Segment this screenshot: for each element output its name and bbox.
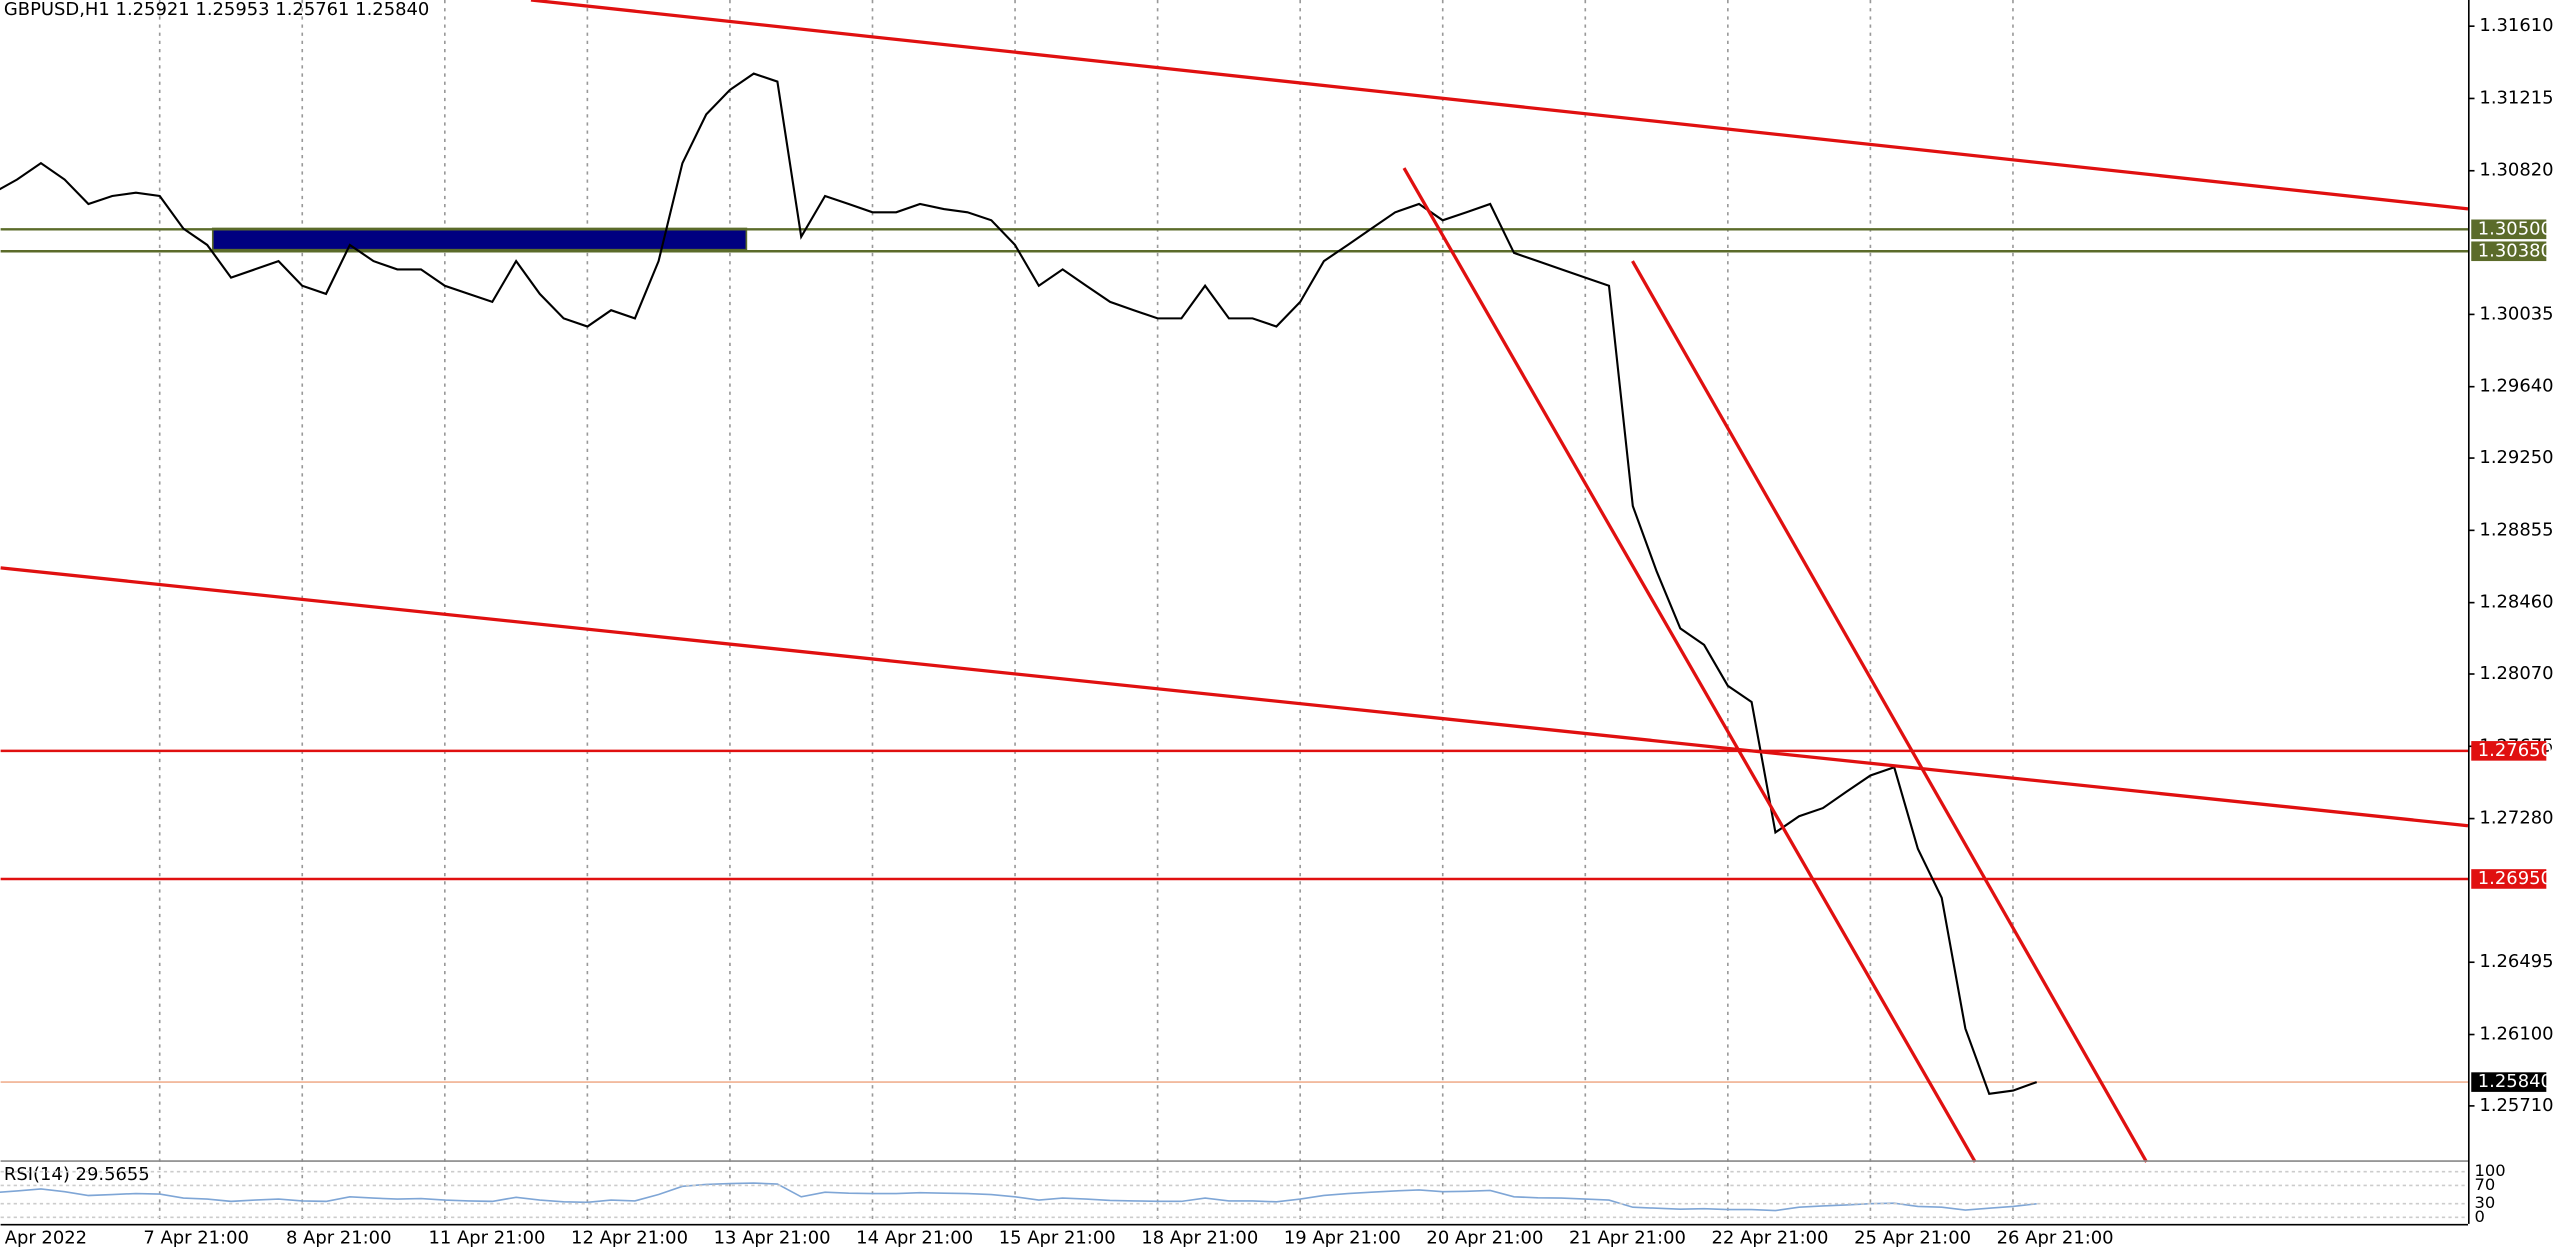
y-tick-label: 1.30035 xyxy=(2479,303,2553,324)
level-label: 1.30380 xyxy=(2478,240,2552,261)
rsi-tick-label: 100 xyxy=(2475,1161,2506,1180)
trend-line xyxy=(530,0,2469,211)
y-tick-label: 1.26495 xyxy=(2479,951,2553,972)
y-tick-label: 1.26100 xyxy=(2479,1024,2553,1045)
x-tick-label: 5 Apr 2022 xyxy=(0,1228,87,1249)
rsi-line xyxy=(0,1182,2037,1212)
channel-line xyxy=(1402,167,1977,1163)
y-tick-label: 1.25710 xyxy=(2479,1095,2553,1116)
y-tick-label: 1.29640 xyxy=(2479,376,2553,397)
y-tick-label: 1.31215 xyxy=(2479,87,2553,108)
x-tick-label: 18 Apr 21:00 xyxy=(1141,1228,1258,1249)
level-label-box xyxy=(2471,1072,2547,1092)
grid xyxy=(158,0,2014,1224)
x-tick-label: 25 Apr 21:00 xyxy=(1854,1228,1971,1249)
symbol-header: GBPUSD,H1 1.25921 1.25953 1.25761 1.2584… xyxy=(4,0,429,20)
x-tick-label: 12 Apr 21:00 xyxy=(571,1228,688,1249)
level-label: 1.30500 xyxy=(2478,218,2552,239)
x-tick-label: 26 Apr 21:00 xyxy=(1997,1228,2114,1249)
level-label: 1.26950 xyxy=(2478,868,2552,889)
level-label-box xyxy=(2471,741,2547,761)
rsi-tick-label: 0 xyxy=(2475,1207,2485,1226)
channel-line xyxy=(1631,260,2148,1163)
level-label-box xyxy=(2471,869,2547,889)
rsi-tick-label: 70 xyxy=(2475,1175,2496,1194)
level-label: 1.25840 xyxy=(2478,1071,2552,1092)
y-tick-label: 1.27280 xyxy=(2479,808,2553,829)
x-tick-label: 11 Apr 21:00 xyxy=(428,1228,545,1249)
y-tick-label: 1.28460 xyxy=(2479,592,2553,613)
x-tick-label: 14 Apr 21:00 xyxy=(856,1228,973,1249)
level-label: 1.27650 xyxy=(2478,740,2552,761)
x-tick-label: 13 Apr 21:00 xyxy=(714,1228,831,1249)
x-tick-label: 19 Apr 21:00 xyxy=(1284,1228,1401,1249)
x-tick-label: 20 Apr 21:00 xyxy=(1426,1228,1543,1249)
y-tick-label: 1.28070 xyxy=(2479,663,2553,684)
x-tick-label: 22 Apr 21:00 xyxy=(1712,1228,1829,1249)
plot xyxy=(0,72,2468,1212)
y-tick-label: 1.29250 xyxy=(2479,447,2553,468)
x-tick-label: 7 Apr 21:00 xyxy=(143,1228,249,1249)
rsi-tick-label: 30 xyxy=(2475,1193,2496,1212)
y-tick-label: 1.30820 xyxy=(2479,160,2553,181)
rsi-title: RSI(14) 29.5655 xyxy=(4,1164,150,1185)
price-line xyxy=(0,72,2038,1095)
level-label-box xyxy=(2471,241,2547,262)
x-tick-label: 21 Apr 21:00 xyxy=(1569,1228,1686,1249)
y-tick-label: 1.31610 xyxy=(2479,15,2553,36)
axis: 5 Apr 2022 7 Apr 21:00 8 Apr 21:00 11 Apr 2… xyxy=(0,15,2554,1248)
x-tick-label: 15 Apr 21:00 xyxy=(999,1228,1116,1249)
trend-line xyxy=(0,566,2469,828)
x-tick-label: 8 Apr 21:00 xyxy=(286,1228,392,1249)
level-label-box xyxy=(2471,219,2547,240)
y-tick-label: 1.28855 xyxy=(2479,519,2553,540)
